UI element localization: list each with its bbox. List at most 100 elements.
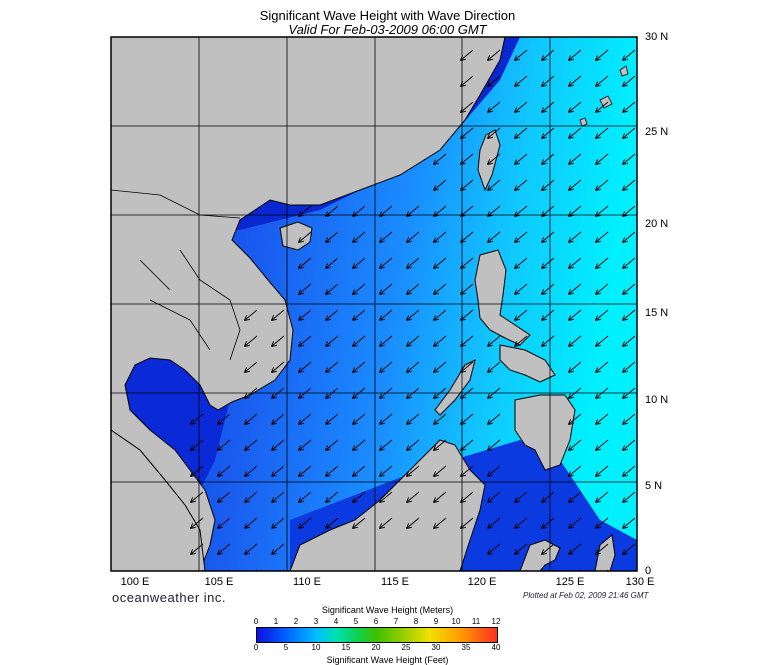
wave-arrow [272, 491, 285, 502]
wave-arrow [218, 413, 231, 424]
wave-arrow [542, 205, 555, 216]
wave-arrow [407, 517, 420, 528]
wave-arrow [623, 231, 636, 242]
wave-arrow [515, 127, 528, 138]
wave-arrow [488, 465, 501, 476]
wave-arrow [623, 387, 636, 398]
wave-arrow [569, 153, 582, 164]
wave-arrow [434, 283, 447, 294]
wave-arrow [623, 205, 636, 216]
wave-arrow [353, 387, 366, 398]
wave-arrow [461, 413, 474, 424]
wave-arrow [488, 205, 501, 216]
lon-label-125: 125 E [555, 576, 585, 588]
feet-tick: 40 [491, 643, 501, 652]
wave-arrow [515, 205, 528, 216]
wave-arrow [623, 127, 636, 138]
wave-arrow [515, 309, 528, 320]
wave-arrow [407, 205, 420, 216]
meter-tick: 12 [491, 617, 501, 626]
lon-label-110: 110 E [293, 576, 321, 588]
wave-arrow [272, 465, 285, 476]
wave-arrow [434, 465, 447, 476]
wave-arrow [434, 179, 447, 190]
wave-arrows [191, 49, 636, 571]
wave-arrow [245, 439, 258, 450]
brand-logo-text: oceanweather inc. [112, 590, 227, 605]
map-subtitle: Valid For Feb-03-2009 06:00 GMT [288, 22, 487, 37]
wave-arrow [542, 283, 555, 294]
wave-arrow [407, 387, 420, 398]
wave-arrow [569, 205, 582, 216]
wave-arrow [542, 49, 555, 60]
wave-arrow [623, 153, 636, 164]
wave-arrow [326, 439, 339, 450]
wave-arrow [488, 543, 501, 554]
wave-arrow [569, 465, 582, 476]
wave-arrow [245, 413, 258, 424]
wave-arrow [569, 413, 582, 424]
wave-arrow [596, 543, 609, 554]
wave-arrow [569, 543, 582, 554]
wave-arrow [245, 309, 258, 320]
wave-arrow [272, 335, 285, 346]
wave-arrow [515, 101, 528, 112]
wave-arrow [596, 491, 609, 502]
feet-tick: 25 [401, 643, 411, 652]
lon-label-120: 120 E [467, 576, 497, 588]
wave-arrow [461, 49, 474, 60]
wave-arrow [380, 283, 393, 294]
lat-label-20: 20 N [645, 218, 669, 230]
wave-arrow [434, 153, 447, 164]
wave-arrow [623, 309, 636, 320]
land-ryukyu [579, 65, 629, 127]
wave-arrow [542, 517, 555, 528]
wave-arrow [434, 517, 447, 528]
wave-arrow [461, 231, 474, 242]
feet-tick: 30 [431, 643, 441, 652]
wave-arrow [326, 465, 339, 476]
lon-label-105: 105 E [204, 576, 234, 588]
land-malay [111, 429, 206, 571]
lat-label-25: 25 N [645, 126, 669, 138]
map-frame [110, 36, 638, 572]
wave-arrow [623, 101, 636, 112]
wave-arrow [569, 361, 582, 372]
wave-arrow [434, 439, 447, 450]
wave-arrow [434, 335, 447, 346]
lat-lon-grid [111, 37, 637, 571]
plotted-timestamp: Plotted at Feb 02, 2009 21:46 GMT [523, 591, 649, 600]
wave-arrow [299, 413, 312, 424]
land-mindanao [514, 394, 576, 471]
wave-arrow [596, 49, 609, 60]
wave-arrow [272, 361, 285, 372]
wave-arrow [272, 387, 285, 398]
wave-arrow [623, 361, 636, 372]
wave-arrow [380, 465, 393, 476]
wave-arrow [434, 205, 447, 216]
wave-arrow [596, 101, 609, 112]
wave-arrow [380, 257, 393, 268]
wave-arrow [245, 543, 258, 554]
wave-arrow [245, 387, 258, 398]
wave-arrow [434, 361, 447, 372]
wave-arrow [353, 491, 366, 502]
wave-arrow [272, 439, 285, 450]
wave-arrow [623, 75, 636, 86]
wave-arrow [461, 179, 474, 190]
wave-arrow [380, 387, 393, 398]
wave-arrow [515, 231, 528, 242]
meter-tick: 0 [253, 617, 259, 626]
wave-arrow [569, 127, 582, 138]
wave-arrow [596, 387, 609, 398]
wave-arrow [488, 413, 501, 424]
wave-arrow [461, 309, 474, 320]
wave-arrow [434, 491, 447, 502]
wave-arrow [353, 257, 366, 268]
wave-arrow [191, 543, 204, 554]
land-mainland [111, 37, 506, 571]
wave-arrow [245, 361, 258, 372]
wave-arrow [542, 309, 555, 320]
wave-arrow [299, 465, 312, 476]
wave-arrow [515, 491, 528, 502]
